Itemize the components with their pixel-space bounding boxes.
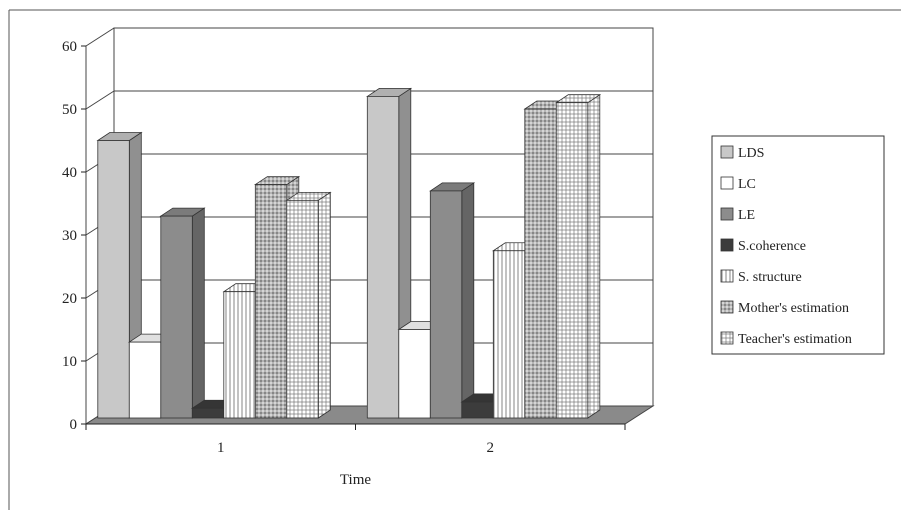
bar-le-2 — [428, 182, 476, 419]
legend-label: S.coherence — [738, 239, 806, 254]
bar-front — [524, 108, 557, 419]
bar-front — [286, 199, 319, 419]
y-tick-label: 10 — [62, 354, 77, 370]
bar-side — [587, 93, 601, 419]
bar-front — [555, 102, 589, 419]
legend-swatch — [720, 207, 734, 221]
legend-label: S. structure — [738, 270, 802, 285]
bar-teacher-s-estimation-1 — [285, 191, 332, 419]
bar-side — [191, 207, 205, 419]
legend-swatch — [720, 176, 734, 190]
bar-front — [492, 250, 526, 419]
bar-front — [398, 329, 431, 419]
bar-side — [461, 182, 475, 419]
y-tick-label: 30 — [62, 228, 77, 244]
y-tick-label: 20 — [62, 291, 77, 307]
bar-front — [160, 215, 193, 419]
bar-front — [429, 190, 463, 419]
x-tick-label: 2 — [487, 440, 495, 456]
bar-front — [128, 341, 162, 419]
legend-label: Mother's estimation — [738, 301, 849, 316]
legend-label: LC — [738, 177, 756, 192]
legend-label: LE — [738, 208, 755, 223]
bar-front — [223, 291, 256, 419]
legend-swatch — [720, 238, 734, 252]
bar-front — [97, 140, 130, 419]
y-tick-label: 40 — [62, 165, 77, 181]
bar-front — [191, 407, 225, 419]
bar-front — [254, 184, 288, 419]
y-tick-label: 60 — [62, 39, 77, 55]
bar-front — [461, 401, 494, 419]
bar-le-1 — [159, 207, 206, 419]
legend-swatch — [720, 331, 734, 345]
bar-teacher-s-estimation-2 — [554, 93, 602, 419]
legend-swatch — [720, 269, 734, 283]
legend-label: LDS — [738, 146, 764, 161]
legend-label: Teacher's estimation — [738, 332, 852, 347]
legend-swatch — [720, 145, 734, 159]
x-tick-label: 1 — [217, 440, 225, 456]
legend-box — [711, 135, 885, 355]
gridline-depth — [85, 27, 115, 47]
y-tick-label: 0 — [70, 417, 78, 433]
gridline-depth — [85, 90, 115, 110]
bar-side — [317, 191, 331, 419]
legend-swatch — [720, 300, 734, 314]
x-axis-title: Time — [340, 472, 371, 488]
y-tick-label: 50 — [62, 102, 77, 118]
bar-front — [366, 96, 400, 419]
